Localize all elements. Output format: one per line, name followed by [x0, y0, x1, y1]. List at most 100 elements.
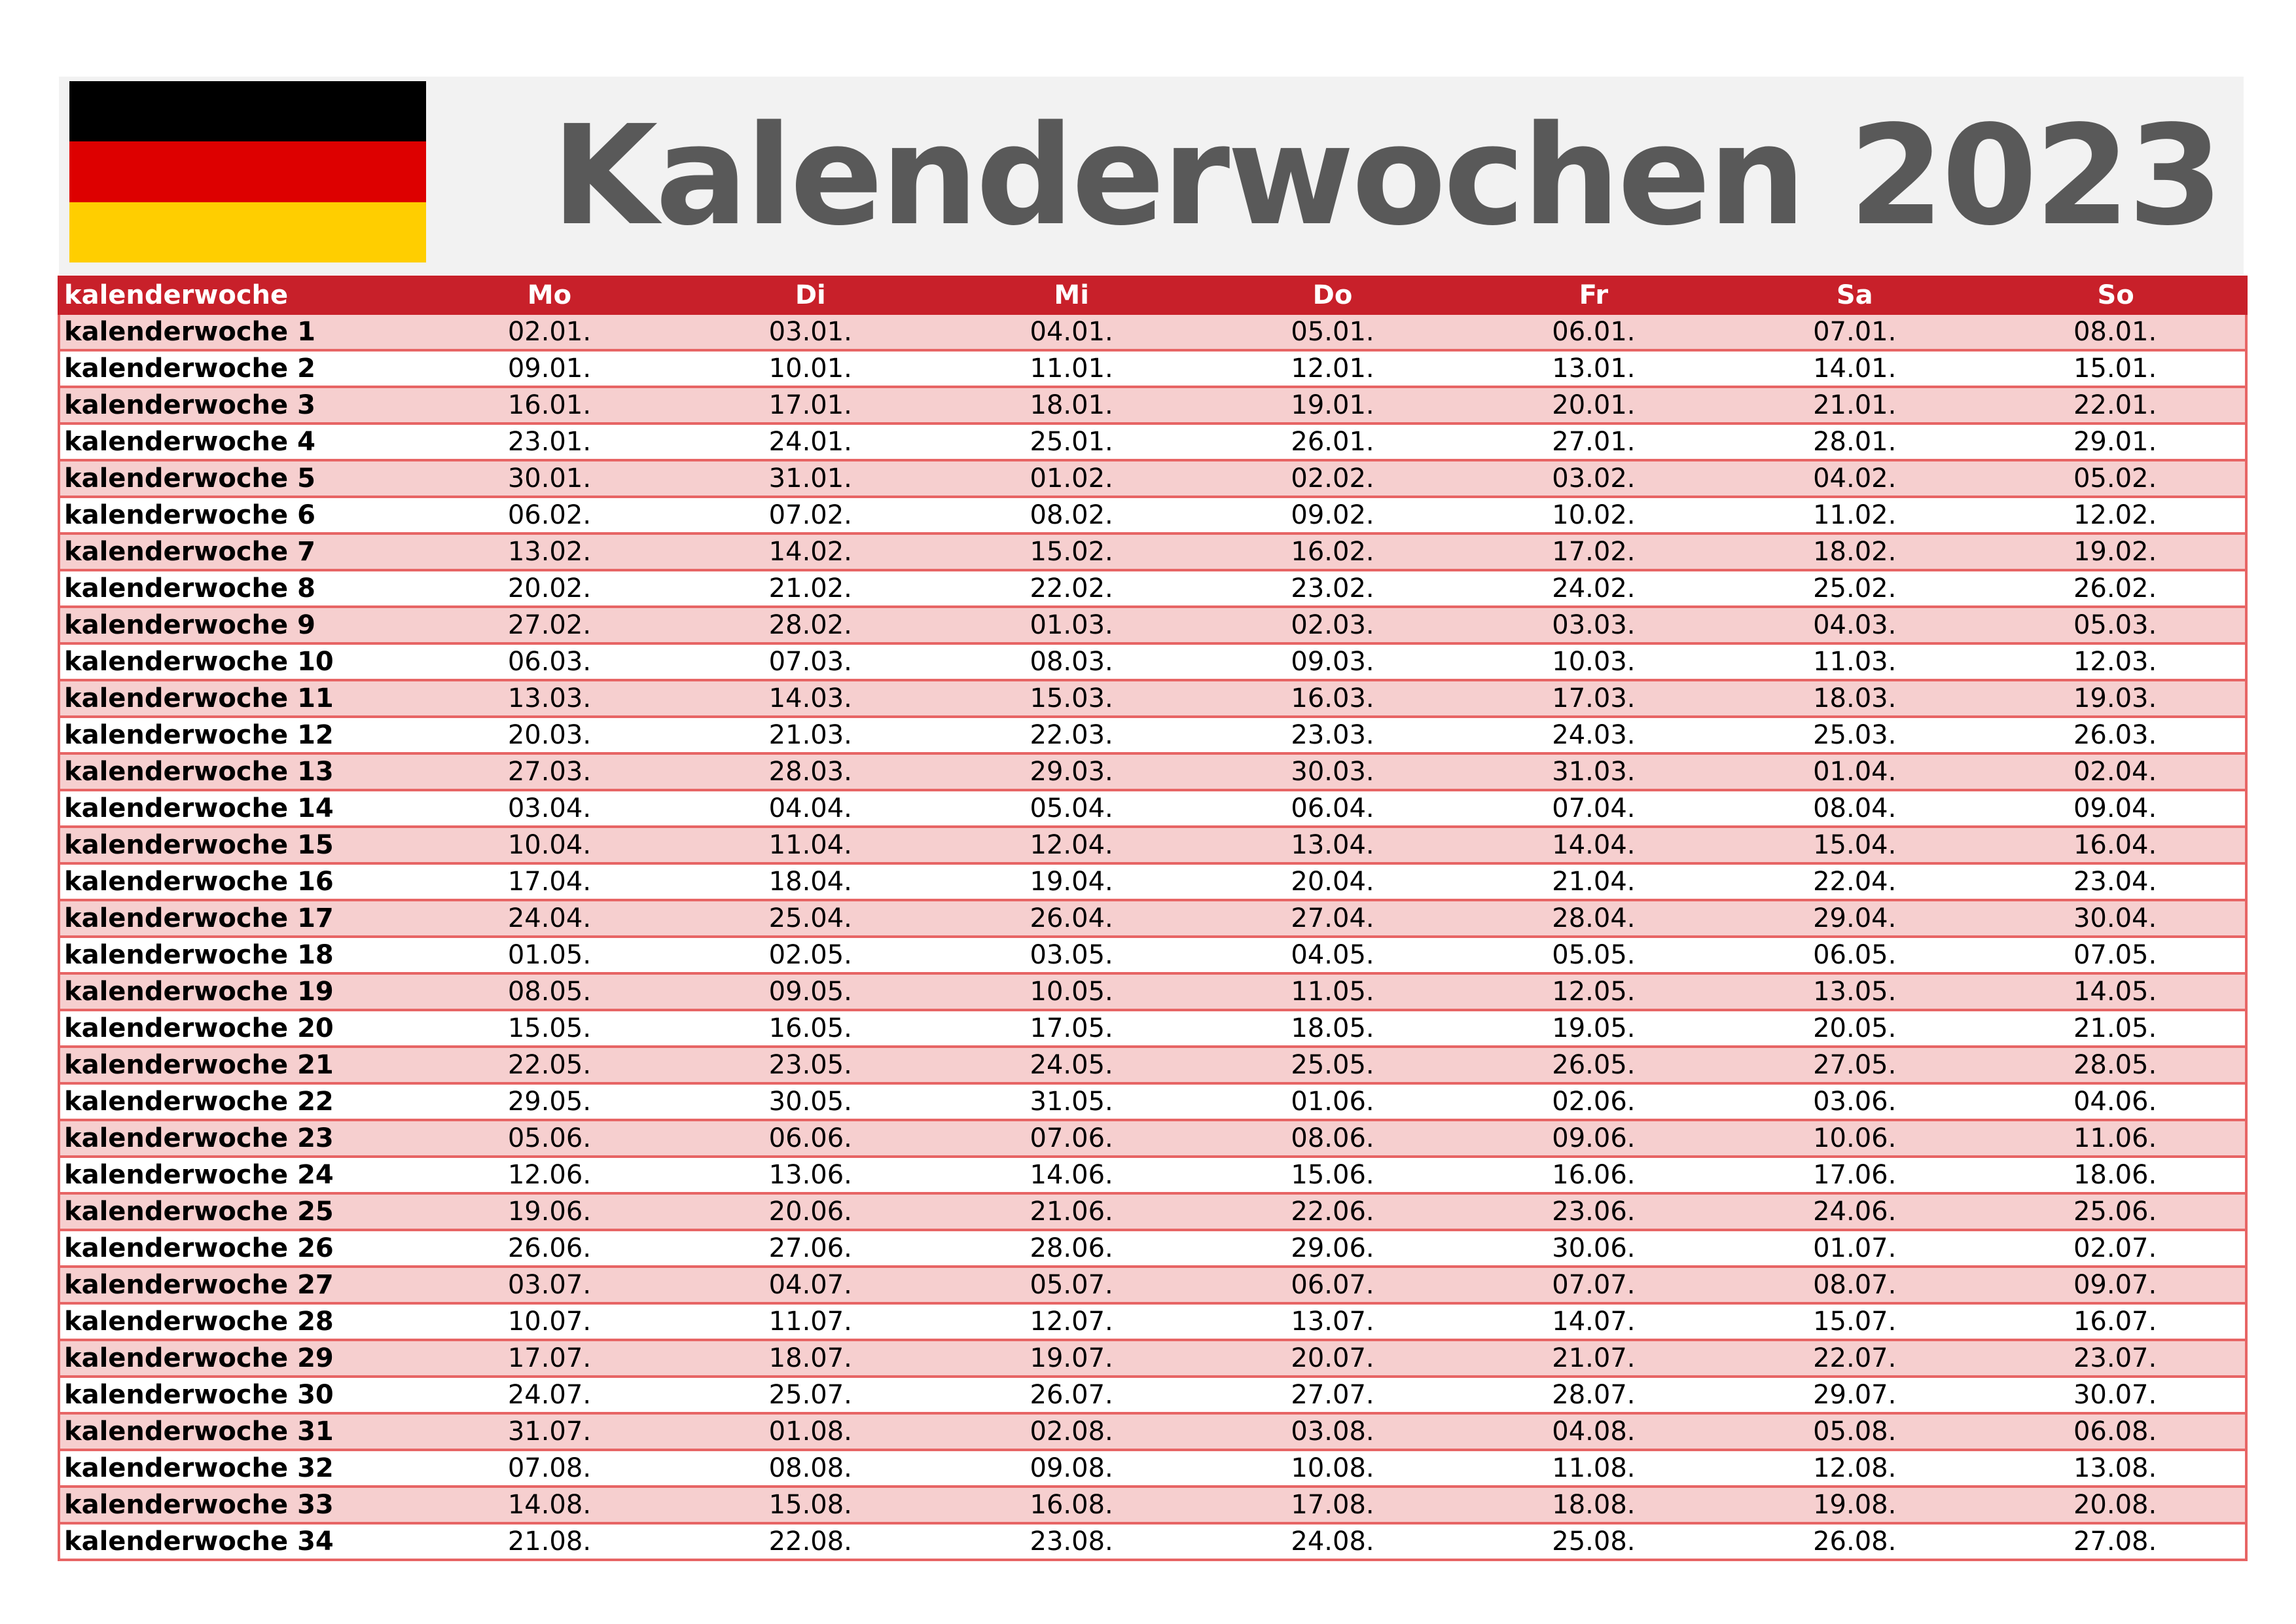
table-row: kalenderwoche 21 22.05. 23.05. 24.05. 25.05.… — [58, 1045, 2248, 1085]
date-cell: 26.08. — [1724, 1522, 1986, 1561]
date-cell: 21.03. — [679, 715, 941, 755]
table-row: kalenderwoche 15 10.04. 11.04. 12.04. 13.04.… — [58, 825, 2248, 865]
week-label: kalenderwoche 3 — [58, 386, 419, 425]
date-cell: 21.01. — [1724, 386, 1986, 425]
table-row: kalenderwoche 29 17.07. 18.07. 19.07. 20.07.… — [58, 1339, 2248, 1378]
date-cell: 05.01. — [1202, 312, 1463, 352]
date-cell: 08.03. — [941, 642, 1202, 681]
week-label: kalenderwoche 23 — [58, 1119, 419, 1158]
date-cell: 27.03. — [419, 752, 680, 791]
header-sa: Sa — [1723, 276, 1987, 315]
date-cell: 08.05. — [419, 972, 680, 1011]
date-cell: 13.05. — [1724, 972, 1986, 1011]
date-cell: 09.01. — [419, 349, 680, 388]
table-row: kalenderwoche 4 23.01. 24.01. 25.01. 26.01. 2… — [58, 422, 2248, 461]
date-cell: 07.01. — [1724, 312, 1986, 352]
table-row: kalenderwoche 2 09.01. 10.01. 11.01. 12.01. 1… — [58, 349, 2248, 388]
date-cell: 07.04. — [1463, 789, 1725, 828]
date-cell: 19.06. — [419, 1192, 680, 1231]
week-label: kalenderwoche 14 — [58, 789, 419, 828]
date-cell: 11.07. — [679, 1302, 941, 1341]
date-cell: 10.04. — [419, 825, 680, 865]
date-cell: 25.04. — [679, 899, 941, 938]
date-cell: 04.08. — [1463, 1412, 1725, 1451]
date-cell: 24.08. — [1202, 1522, 1463, 1561]
date-cell: 08.07. — [1724, 1265, 1986, 1305]
week-label: kalenderwoche 15 — [58, 825, 419, 865]
date-cell: 20.07. — [1202, 1339, 1463, 1378]
date-cell: 06.07. — [1202, 1265, 1463, 1305]
date-cell: 27.01. — [1463, 422, 1725, 461]
date-cell: 19.02. — [1985, 532, 2248, 571]
week-label: kalenderwoche 11 — [58, 679, 419, 718]
date-cell: 30.04. — [1985, 899, 2248, 938]
table-row: kalenderwoche 32 07.08. 08.08. 09.08. 10.08.… — [58, 1449, 2248, 1488]
date-cell: 20.03. — [419, 715, 680, 755]
date-cell: 17.06. — [1724, 1155, 1986, 1195]
date-cell: 24.07. — [419, 1375, 680, 1415]
week-label: kalenderwoche 5 — [58, 459, 419, 498]
date-cell: 28.03. — [679, 752, 941, 791]
date-cell: 04.02. — [1724, 459, 1986, 498]
week-label: kalenderwoche 12 — [58, 715, 419, 755]
date-cell: 07.06. — [941, 1119, 1202, 1158]
date-cell: 18.08. — [1463, 1485, 1725, 1525]
week-label: kalenderwoche 10 — [58, 642, 419, 681]
date-cell: 27.06. — [679, 1229, 941, 1268]
date-cell: 26.02. — [1985, 569, 2248, 608]
week-label: kalenderwoche 13 — [58, 752, 419, 791]
date-cell: 07.08. — [419, 1449, 680, 1488]
date-cell: 14.03. — [679, 679, 941, 718]
date-cell: 11.01. — [941, 349, 1202, 388]
date-cell: 12.07. — [941, 1302, 1202, 1341]
date-cell: 26.01. — [1202, 422, 1463, 461]
date-cell: 20.05. — [1724, 1009, 1986, 1048]
date-cell: 15.02. — [941, 532, 1202, 571]
date-cell: 29.05. — [419, 1082, 680, 1121]
date-cell: 18.02. — [1724, 532, 1986, 571]
date-cell: 26.04. — [941, 899, 1202, 938]
date-cell: 22.04. — [1724, 862, 1986, 901]
date-cell: 30.01. — [419, 459, 680, 498]
date-cell: 30.07. — [1985, 1375, 2248, 1415]
week-label: kalenderwoche 30 — [58, 1375, 419, 1415]
date-cell: 24.01. — [679, 422, 941, 461]
date-cell: 17.05. — [941, 1009, 1202, 1048]
date-cell: 05.05. — [1463, 935, 1725, 975]
date-cell: 09.06. — [1463, 1119, 1725, 1158]
date-cell: 14.02. — [679, 532, 941, 571]
table-row: kalenderwoche 33 14.08. 15.08. 16.08. 17.08.… — [58, 1485, 2248, 1525]
date-cell: 03.07. — [419, 1265, 680, 1305]
week-label: kalenderwoche 22 — [58, 1082, 419, 1121]
date-cell: 15.04. — [1724, 825, 1986, 865]
date-cell: 06.05. — [1724, 935, 1986, 975]
date-cell: 27.05. — [1724, 1045, 1986, 1085]
date-cell: 26.07. — [941, 1375, 1202, 1415]
week-label: kalenderwoche 17 — [58, 899, 419, 938]
week-label: kalenderwoche 27 — [58, 1265, 419, 1305]
table-row: kalenderwoche 12 20.03. 21.03. 22.03. 23.03.… — [58, 715, 2248, 755]
date-cell: 26.05. — [1463, 1045, 1725, 1085]
date-cell: 04.06. — [1985, 1082, 2248, 1121]
date-cell: 29.04. — [1724, 899, 1986, 938]
date-cell: 21.07. — [1463, 1339, 1725, 1378]
date-cell: 29.01. — [1985, 422, 2248, 461]
date-cell: 19.05. — [1463, 1009, 1725, 1048]
date-cell: 22.03. — [941, 715, 1202, 755]
date-cell: 27.07. — [1202, 1375, 1463, 1415]
date-cell: 22.07. — [1724, 1339, 1986, 1378]
date-cell: 22.08. — [679, 1522, 941, 1561]
date-cell: 06.01. — [1463, 312, 1725, 352]
week-label: kalenderwoche 9 — [58, 605, 419, 645]
date-cell: 22.01. — [1985, 386, 2248, 425]
date-cell: 29.07. — [1724, 1375, 1986, 1415]
date-cell: 22.02. — [941, 569, 1202, 608]
date-cell: 03.05. — [941, 935, 1202, 975]
date-cell: 21.05. — [1985, 1009, 2248, 1048]
date-cell: 03.03. — [1463, 605, 1725, 645]
date-cell: 13.03. — [419, 679, 680, 718]
date-cell: 04.03. — [1724, 605, 1986, 645]
date-cell: 16.01. — [419, 386, 680, 425]
date-cell: 13.08. — [1985, 1449, 2248, 1488]
date-cell: 01.05. — [419, 935, 680, 975]
